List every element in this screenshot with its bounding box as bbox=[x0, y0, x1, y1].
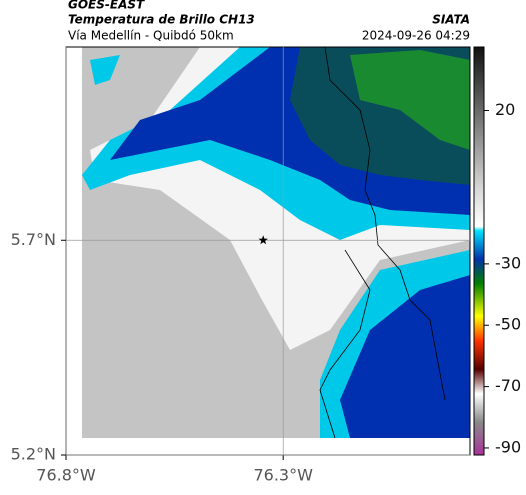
colorbar bbox=[473, 46, 485, 456]
colorbar-label: -90 bbox=[495, 437, 521, 456]
colorbar-label: 20 bbox=[495, 100, 515, 119]
colorbar-label: -70 bbox=[495, 376, 521, 395]
route: Vía Medellín - Quibdó 50km bbox=[68, 29, 234, 43]
y-tick-label: 5.2°N bbox=[11, 445, 56, 464]
location-marker bbox=[258, 235, 268, 245]
subtitle: Temperatura de Brillo CH13 bbox=[68, 13, 255, 27]
colorbar-label: -30 bbox=[495, 253, 521, 272]
y-tick-label: 5.7°N bbox=[11, 230, 56, 249]
x-tick-label: 76.3°W bbox=[253, 466, 313, 485]
colorbar-label: -50 bbox=[495, 315, 521, 334]
title: GOES-EAST bbox=[68, 0, 145, 12]
satellite-image bbox=[82, 46, 470, 439]
agency: SIATA bbox=[432, 13, 470, 27]
x-tick-label: 76.8°W bbox=[36, 466, 96, 485]
datetime: 2024-09-26 04:29 bbox=[362, 29, 470, 43]
